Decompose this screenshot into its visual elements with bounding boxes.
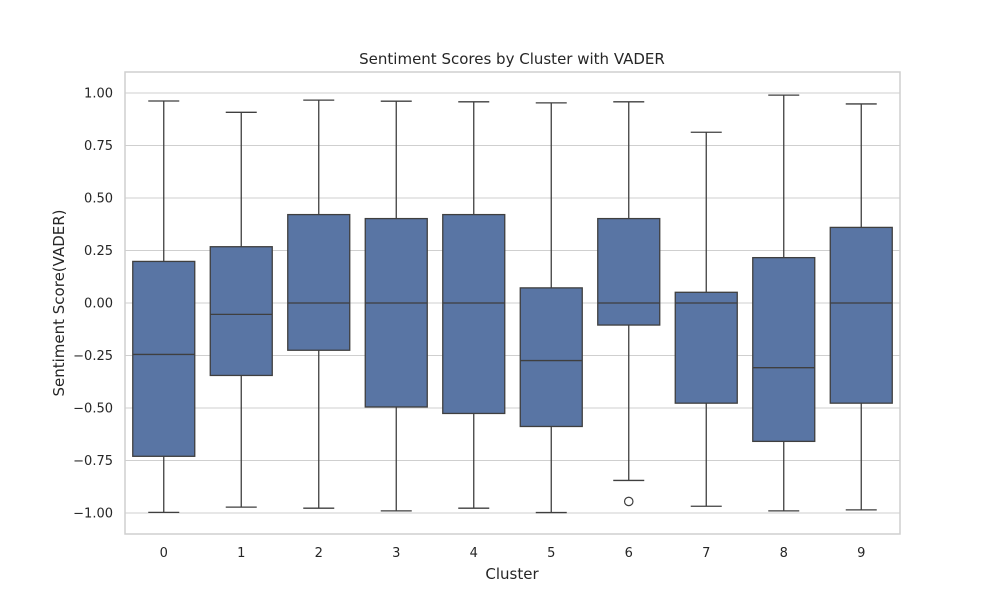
x-tick-label: 6 xyxy=(625,546,633,561)
box-cluster-0 xyxy=(132,100,196,514)
boxes-group xyxy=(132,94,893,514)
x-axis-label: Cluster xyxy=(485,565,539,583)
box-cluster-9 xyxy=(829,103,893,511)
y-tick-label: −0.25 xyxy=(73,349,113,364)
x-tick-label: 7 xyxy=(702,546,710,561)
iqr-box xyxy=(829,226,893,404)
box-cluster-5 xyxy=(519,102,583,514)
iqr-box xyxy=(597,217,661,326)
y-tick-labels: 1.00 0.75 0.50 0.25 0.00 −0.25 −0.50 −0.75 −1.00 xyxy=(73,87,113,522)
x-tick-label: 2 xyxy=(315,546,323,561)
plot-area-frame xyxy=(124,71,901,535)
y-tick-label: 0.25 xyxy=(84,244,113,259)
x-tick-label: 9 xyxy=(857,546,865,561)
box-cluster-2 xyxy=(287,99,351,509)
y-tick-label: −0.75 xyxy=(73,454,113,469)
y-tick-label: 0.50 xyxy=(84,192,113,207)
iqr-box xyxy=(287,213,351,351)
iqr-box xyxy=(364,217,428,408)
y-tick-label: 1.00 xyxy=(84,87,113,102)
iqr-box xyxy=(674,291,738,404)
iqr-box xyxy=(442,213,506,415)
y-tick-label: 0.75 xyxy=(84,139,113,154)
x-tick-label: 4 xyxy=(470,546,478,561)
box-cluster-4 xyxy=(442,101,506,509)
outlier-point xyxy=(623,496,634,507)
y-tick-label: −1.00 xyxy=(73,507,113,522)
box-cluster-7 xyxy=(674,131,738,507)
iqr-box xyxy=(519,287,583,428)
box-cluster-1 xyxy=(209,111,273,508)
x-tick-label: 5 xyxy=(547,546,555,561)
box-cluster-6 xyxy=(597,101,661,507)
iqr-box xyxy=(752,256,816,443)
x-tick-label: 0 xyxy=(160,546,168,561)
y-axis-label: Sentiment Score(VADER) xyxy=(50,209,68,396)
box-cluster-8 xyxy=(752,94,816,512)
iqr-box xyxy=(132,260,196,457)
chart-title: Sentiment Scores by Cluster with VADER xyxy=(359,50,665,68)
box-cluster-3 xyxy=(364,100,428,512)
x-tick-label: 3 xyxy=(392,546,400,561)
y-tick-label: 0.00 xyxy=(84,297,113,312)
x-tick-label: 1 xyxy=(237,546,245,561)
iqr-box xyxy=(209,246,273,377)
y-tick-label: −0.50 xyxy=(73,402,113,417)
x-tick-labels: 0 1 2 3 4 5 6 7 8 9 xyxy=(160,546,866,561)
x-tick-label: 8 xyxy=(780,546,788,561)
